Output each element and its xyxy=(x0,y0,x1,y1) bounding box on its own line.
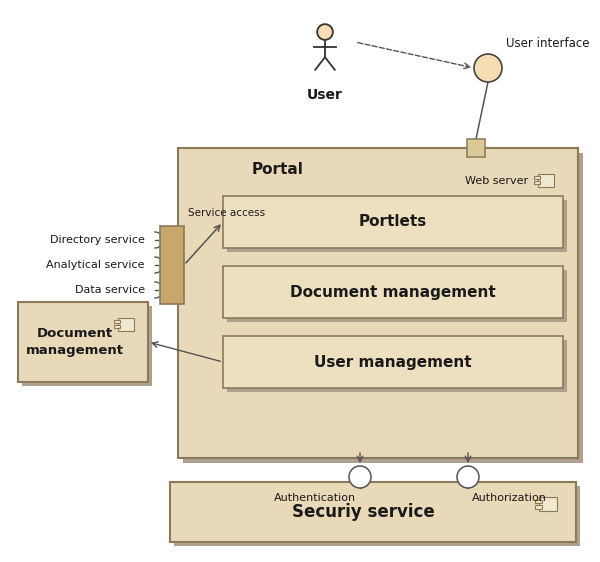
Bar xyxy=(467,139,485,157)
Text: Directory service: Directory service xyxy=(50,235,145,245)
Text: User: User xyxy=(307,88,343,102)
Text: Document management: Document management xyxy=(290,284,496,300)
Text: Web server: Web server xyxy=(465,176,528,186)
Bar xyxy=(18,302,148,382)
Bar xyxy=(227,270,567,322)
Bar xyxy=(174,486,580,546)
Bar xyxy=(535,500,542,504)
Bar xyxy=(539,497,557,511)
Bar xyxy=(183,153,583,463)
Bar xyxy=(538,174,554,187)
Text: Securiy service: Securiy service xyxy=(292,503,434,521)
Text: Data service: Data service xyxy=(75,285,145,295)
Text: Service access: Service access xyxy=(188,208,265,218)
Text: Portlets: Portlets xyxy=(359,215,427,229)
Circle shape xyxy=(474,54,502,82)
Bar xyxy=(227,200,567,252)
Text: User interface: User interface xyxy=(506,37,589,50)
Bar xyxy=(22,306,152,386)
Bar xyxy=(223,196,563,248)
Bar xyxy=(178,148,578,458)
Bar xyxy=(533,176,540,179)
Bar xyxy=(223,266,563,318)
Circle shape xyxy=(457,466,479,488)
Text: Analytical service: Analytical service xyxy=(47,260,145,270)
Text: Authorization: Authorization xyxy=(472,493,547,503)
Circle shape xyxy=(349,466,371,488)
Text: User management: User management xyxy=(314,355,472,369)
Bar xyxy=(170,482,576,542)
Bar xyxy=(118,318,134,330)
Text: Authentication: Authentication xyxy=(274,493,356,503)
Text: Document
management: Document management xyxy=(26,327,124,357)
Bar xyxy=(533,180,540,184)
Text: Portal: Portal xyxy=(252,162,304,178)
Bar xyxy=(535,505,542,509)
Circle shape xyxy=(317,24,333,40)
Bar xyxy=(160,226,184,304)
Bar xyxy=(113,325,120,328)
Bar xyxy=(223,336,563,388)
Bar xyxy=(113,320,120,324)
Bar xyxy=(227,340,567,392)
